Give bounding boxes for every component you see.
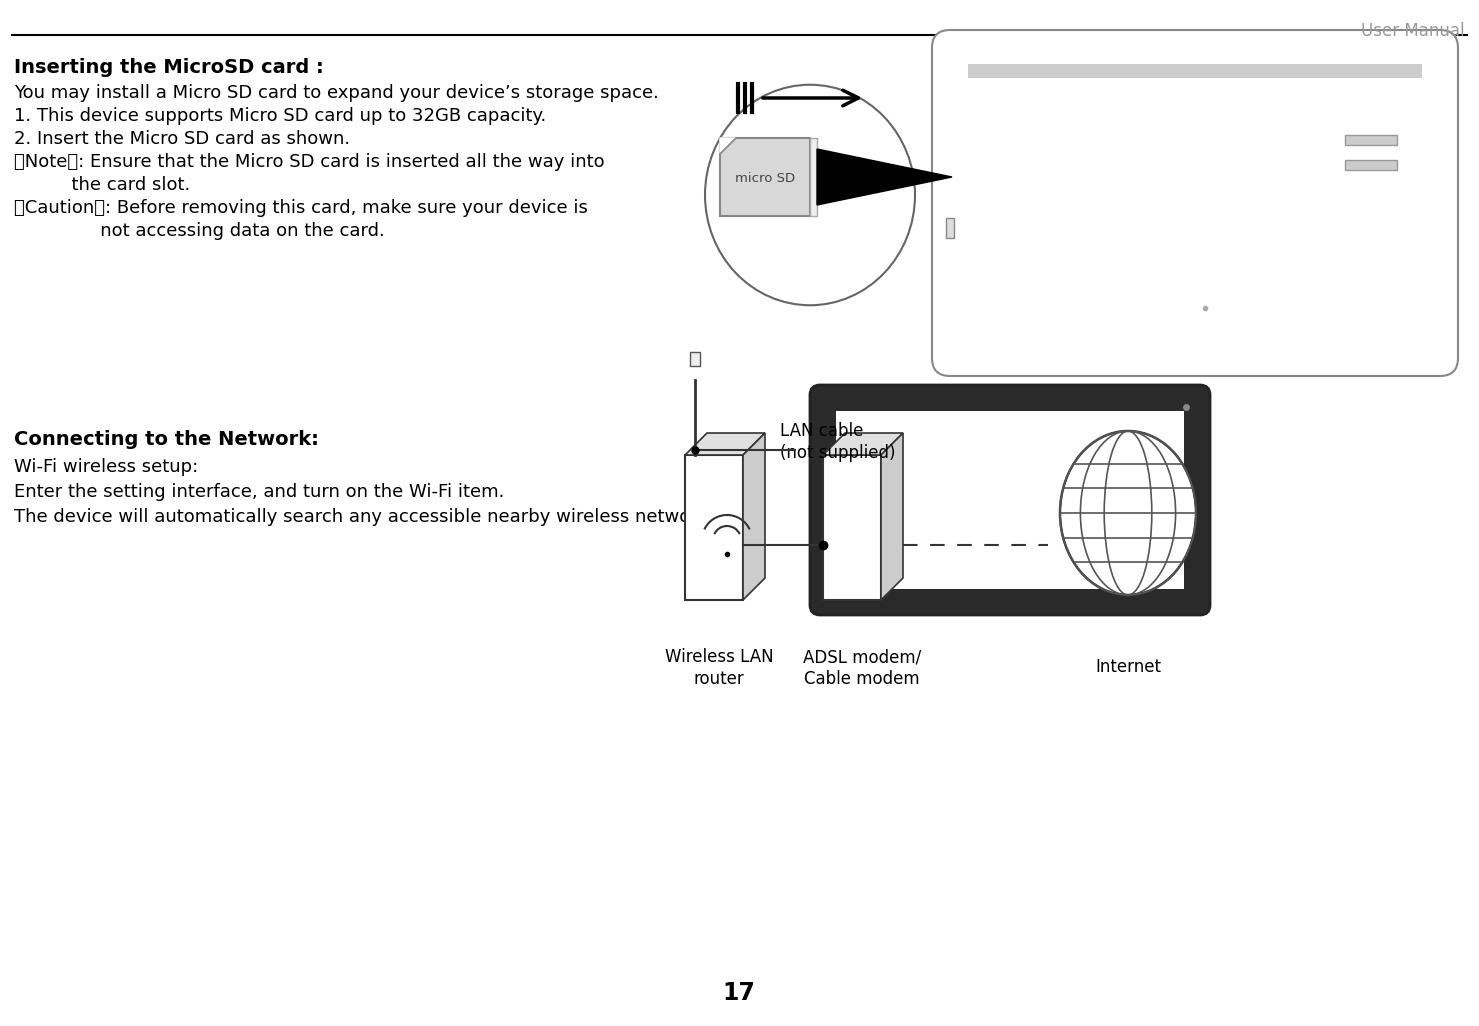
Text: 【Note】: Ensure that the Micro SD card is inserted all the way into: 【Note】: Ensure that the Micro SD card is… [13,153,605,171]
FancyBboxPatch shape [810,385,1210,615]
Bar [1344,135,1398,145]
Bar [967,64,1421,78]
Polygon shape [816,149,952,205]
Text: Wi-Fi wireless setup:: Wi-Fi wireless setup: [13,458,198,476]
Text: 2. Insert the Micro SD card as shown.: 2. Insert the Micro SD card as shown. [13,130,351,148]
Bar [836,411,1185,589]
Text: 1. This device supports Micro SD card up to 32GB capacity.: 1. This device supports Micro SD card up… [13,107,546,125]
Text: the card slot.: the card slot. [13,176,191,194]
Text: Enter the setting interface, and turn on the Wi-Fi item.: Enter the setting interface, and turn on… [13,483,504,501]
Text: LAN cable: LAN cable [779,422,864,440]
Polygon shape [742,433,765,600]
Polygon shape [822,433,904,455]
Text: (not supplied): (not supplied) [779,444,895,462]
Polygon shape [720,139,737,154]
Text: Cable modem: Cable modem [805,670,920,688]
Text: User Manual: User Manual [1361,22,1466,40]
Text: Inserting the MicroSD card :: Inserting the MicroSD card : [13,58,324,77]
Bar [691,352,700,366]
Text: Connecting to the Network:: Connecting to the Network: [13,430,319,449]
Bar [685,455,742,600]
Ellipse shape [1060,431,1197,595]
Text: not accessing data on the card.: not accessing data on the card. [13,222,385,240]
Bar [1344,160,1398,170]
Text: 17: 17 [723,981,756,1005]
Text: router: router [694,670,744,688]
FancyBboxPatch shape [720,139,810,216]
Text: micro SD: micro SD [735,172,796,186]
Text: ADSL modem/: ADSL modem/ [803,648,921,666]
Polygon shape [685,433,765,455]
Bar [822,455,881,600]
FancyBboxPatch shape [932,30,1458,376]
Text: Internet: Internet [1094,658,1161,676]
Bar [947,218,954,238]
Text: 【Caution】: Before removing this card, make sure your device is: 【Caution】: Before removing this card, ma… [13,199,587,218]
Text: Wireless LAN: Wireless LAN [664,648,774,666]
Bar [810,139,816,216]
Text: The device will automatically search any accessible nearby wireless networks.: The device will automatically search any… [13,508,723,526]
Polygon shape [881,433,904,600]
Text: You may install a Micro SD card to expand your device’s storage space.: You may install a Micro SD card to expan… [13,84,658,102]
